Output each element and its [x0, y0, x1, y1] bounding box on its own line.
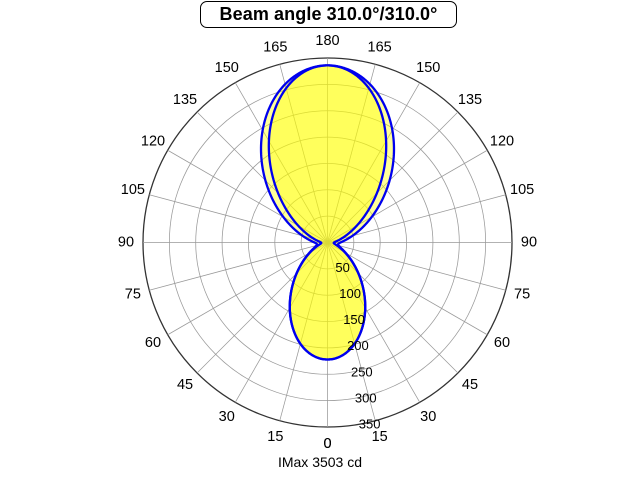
svg-text:45: 45 [177, 377, 193, 393]
svg-text:15: 15 [267, 429, 283, 445]
svg-text:350: 350 [359, 416, 381, 431]
svg-text:100: 100 [339, 286, 361, 301]
svg-text:45: 45 [462, 377, 478, 393]
svg-text:30: 30 [219, 409, 235, 425]
svg-text:150: 150 [215, 60, 239, 76]
svg-text:180: 180 [315, 33, 339, 49]
svg-text:30: 30 [420, 409, 436, 425]
svg-text:105: 105 [121, 182, 145, 198]
svg-text:120: 120 [141, 134, 165, 150]
svg-text:75: 75 [514, 286, 530, 302]
svg-text:75: 75 [125, 286, 141, 302]
svg-text:200: 200 [347, 338, 369, 353]
svg-text:90: 90 [521, 234, 537, 250]
svg-text:60: 60 [145, 335, 161, 351]
svg-text:165: 165 [368, 40, 392, 56]
svg-text:120: 120 [490, 134, 514, 150]
svg-text:105: 105 [510, 182, 534, 198]
svg-text:0: 0 [323, 436, 331, 452]
svg-text:50: 50 [335, 260, 349, 275]
svg-text:60: 60 [494, 335, 510, 351]
svg-text:90: 90 [118, 234, 134, 250]
svg-text:135: 135 [458, 92, 482, 108]
svg-text:135: 135 [173, 92, 197, 108]
svg-text:300: 300 [355, 390, 377, 405]
svg-text:250: 250 [351, 364, 373, 379]
svg-text:150: 150 [343, 312, 365, 327]
svg-text:165: 165 [263, 40, 287, 56]
svg-text:150: 150 [416, 60, 440, 76]
